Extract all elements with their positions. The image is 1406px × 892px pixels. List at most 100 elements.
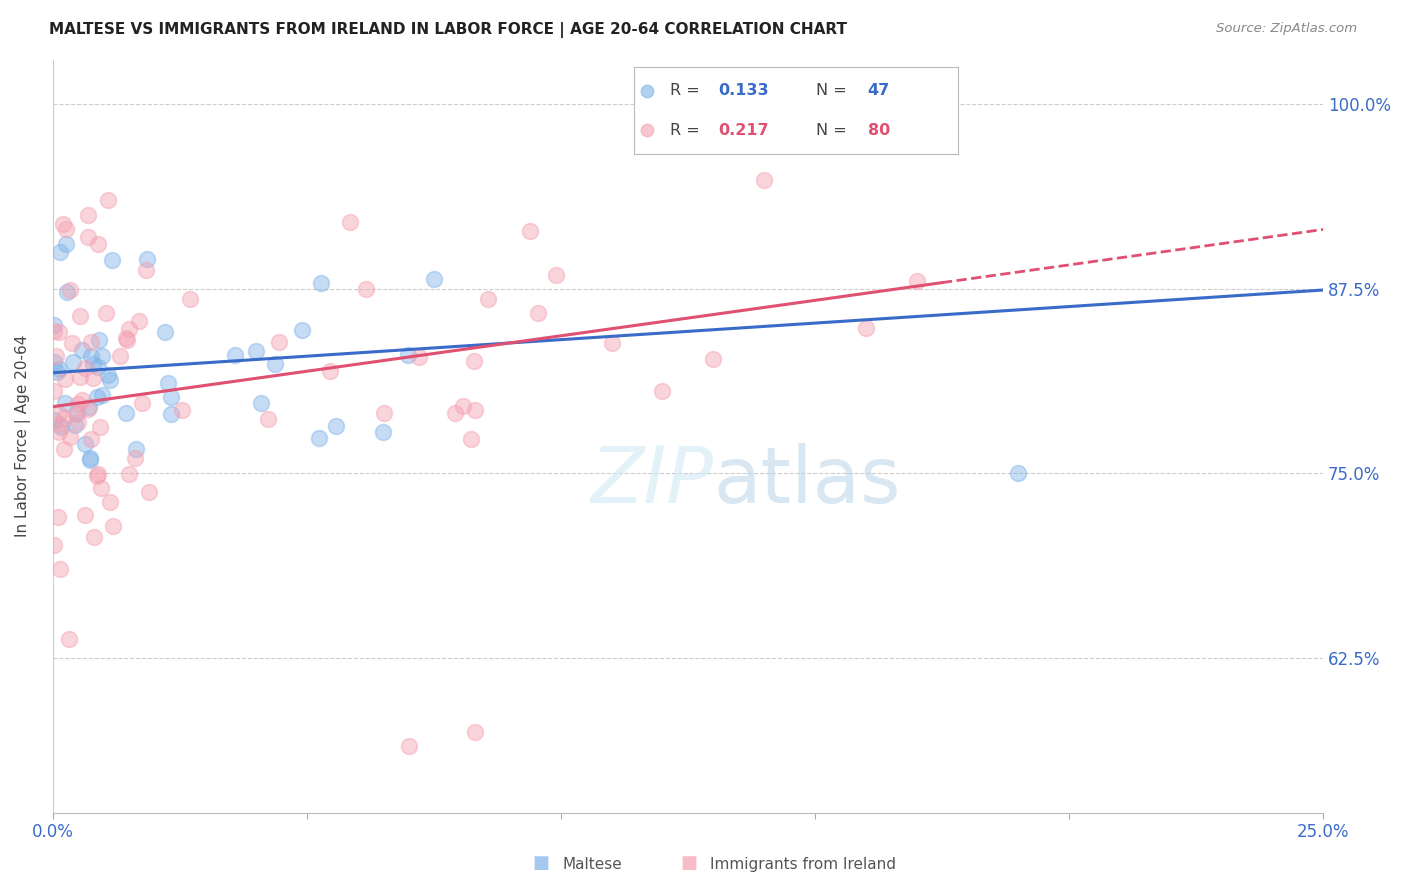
Point: [73, 436, 96, 450]
Point: [42, 324, 65, 338]
Point: [83, 530, 105, 544]
Point: [89, 420, 111, 434]
Point: [82, 370, 104, 384]
Point: [125, 442, 148, 456]
Point: [291, 323, 314, 337]
Point: [48, 362, 70, 376]
Point: [464, 402, 486, 417]
Point: [257, 412, 280, 426]
Point: [269, 334, 291, 349]
Point: [97, 368, 120, 383]
Point: [136, 252, 159, 266]
Point: [118, 322, 141, 336]
Text: atlas: atlas: [713, 443, 901, 519]
Point: [544, 268, 567, 282]
Point: [90, 481, 112, 495]
Point: [422, 271, 444, 285]
Text: Source: ZipAtlas.com: Source: ZipAtlas.com: [1216, 22, 1357, 36]
Point: [97, 193, 120, 207]
Point: [160, 390, 183, 404]
Point: [79, 453, 101, 467]
Point: [396, 348, 419, 362]
Point: [153, 325, 176, 339]
Point: [62, 354, 84, 368]
Point: [308, 431, 330, 445]
Point: [48, 417, 70, 431]
Text: ■: ■: [533, 855, 550, 872]
Point: [76, 208, 98, 222]
Point: [59, 430, 82, 444]
Point: [124, 451, 146, 466]
Point: [45, 366, 67, 380]
Point: [45, 350, 67, 364]
Point: [905, 274, 928, 288]
Point: [53, 442, 76, 456]
Point: [55, 222, 77, 236]
Point: [86, 390, 108, 404]
Point: [55, 237, 77, 252]
Point: [90, 388, 112, 402]
Point: [55, 285, 77, 299]
Point: [463, 353, 485, 368]
Point: [118, 467, 141, 481]
Point: [702, 352, 724, 367]
Point: [48, 425, 70, 439]
Point: [94, 306, 117, 320]
Point: [373, 406, 395, 420]
Point: [65, 407, 87, 421]
Text: ZIP: ZIP: [591, 443, 713, 519]
Point: [90, 349, 112, 363]
Point: [519, 224, 541, 238]
Point: [264, 357, 287, 371]
Point: [128, 313, 150, 327]
Point: [63, 417, 86, 432]
Text: ■: ■: [681, 855, 697, 872]
Point: [325, 419, 347, 434]
Point: [42, 318, 65, 332]
Point: [66, 415, 89, 429]
Point: [408, 351, 430, 365]
Point: [451, 399, 474, 413]
Point: [58, 632, 80, 647]
Point: [98, 373, 121, 387]
Point: [98, 495, 121, 509]
Point: [179, 292, 201, 306]
Point: [398, 739, 420, 754]
Point: [80, 433, 103, 447]
Point: [86, 469, 108, 483]
Point: [103, 519, 125, 533]
Point: [87, 467, 110, 481]
Point: [115, 331, 138, 345]
Point: [60, 335, 83, 350]
Point: [371, 425, 394, 439]
Point: [87, 334, 110, 348]
Point: [108, 349, 131, 363]
Point: [135, 263, 157, 277]
Point: [48, 407, 70, 421]
Point: [80, 334, 103, 349]
Point: [339, 215, 361, 229]
Point: [319, 364, 342, 378]
Point: [82, 357, 104, 371]
Point: [309, 276, 332, 290]
Point: [160, 407, 183, 421]
Point: [44, 538, 66, 552]
Point: [131, 396, 153, 410]
Point: [114, 406, 136, 420]
Point: [79, 349, 101, 363]
Point: [59, 283, 82, 297]
Point: [477, 292, 499, 306]
Point: [855, 321, 877, 335]
Point: [1007, 466, 1029, 480]
Point: [66, 397, 89, 411]
Point: [354, 283, 377, 297]
Point: [79, 451, 101, 466]
Point: [52, 411, 75, 425]
Point: [53, 372, 76, 386]
Point: [157, 376, 180, 391]
Point: [170, 403, 193, 417]
Point: [138, 484, 160, 499]
Point: [69, 309, 91, 323]
Text: Maltese: Maltese: [562, 857, 621, 872]
Point: [70, 392, 93, 407]
